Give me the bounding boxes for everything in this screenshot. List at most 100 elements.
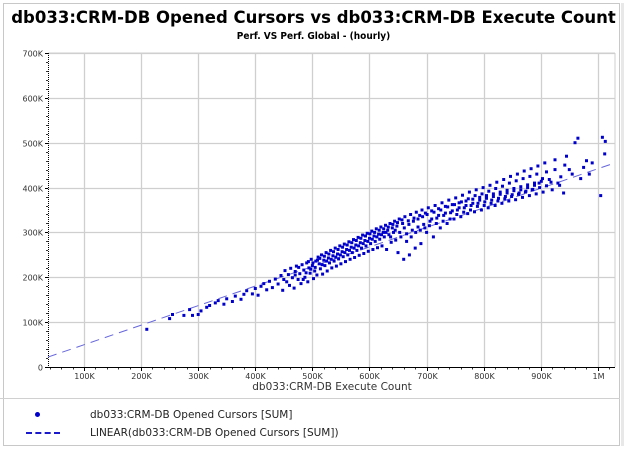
data-point bbox=[301, 278, 305, 281]
data-point bbox=[402, 226, 406, 230]
data-point bbox=[420, 208, 424, 212]
data-point bbox=[361, 233, 365, 237]
data-point bbox=[188, 308, 192, 312]
data-point bbox=[454, 196, 458, 200]
data-point bbox=[466, 197, 470, 201]
legend: db033:CRM-DB Opened Cursors [SUM] LINEAR… bbox=[0, 398, 620, 447]
data-point bbox=[384, 223, 387, 227]
data-point bbox=[273, 277, 277, 281]
data-point bbox=[340, 250, 344, 254]
data-point bbox=[493, 204, 497, 207]
data-point bbox=[496, 199, 500, 203]
data-point bbox=[452, 217, 456, 221]
data-point bbox=[338, 244, 342, 248]
data-point bbox=[294, 264, 298, 268]
data-point bbox=[396, 251, 400, 255]
data-point bbox=[521, 195, 524, 199]
data-point bbox=[478, 198, 482, 202]
data-point bbox=[482, 204, 486, 207]
data-point bbox=[457, 206, 461, 210]
data-point bbox=[491, 192, 495, 196]
data-point bbox=[361, 242, 365, 246]
data-point bbox=[265, 288, 269, 292]
data-point bbox=[443, 204, 447, 208]
x-tick-label: 700K bbox=[417, 372, 438, 381]
data-point bbox=[306, 280, 310, 284]
x-axis-label: db033:CRM-DB Execute Count bbox=[252, 381, 412, 393]
grid-lines bbox=[48, 52, 616, 367]
data-point bbox=[303, 275, 307, 279]
data-point bbox=[526, 183, 530, 187]
data-point bbox=[537, 181, 541, 185]
data-point bbox=[382, 227, 386, 231]
chart-subtitle: Perf. VS Perf. Global - (hourly) bbox=[236, 31, 391, 42]
data-point bbox=[334, 255, 338, 259]
data-point bbox=[354, 239, 358, 242]
data-point bbox=[587, 172, 591, 176]
x-tick-labels: 100K 200K 300K 400K 500K 600K 700K 800K 900K 1M bbox=[74, 372, 604, 381]
data-point bbox=[409, 235, 413, 239]
data-point bbox=[462, 206, 466, 210]
data-point bbox=[433, 204, 437, 207]
data-point bbox=[405, 239, 409, 243]
data-point bbox=[485, 196, 488, 200]
data-point bbox=[543, 161, 547, 165]
data-point bbox=[270, 286, 274, 290]
data-point bbox=[510, 193, 514, 197]
data-point bbox=[439, 208, 443, 212]
data-point bbox=[262, 282, 266, 286]
data-point bbox=[311, 261, 315, 265]
data-point bbox=[469, 204, 473, 207]
data-point bbox=[290, 276, 294, 280]
data-point bbox=[256, 293, 260, 297]
data-point bbox=[412, 216, 416, 220]
data-point bbox=[369, 242, 373, 246]
data-point bbox=[553, 158, 557, 162]
data-point bbox=[389, 235, 393, 239]
data-point bbox=[464, 204, 468, 207]
data-point bbox=[372, 234, 376, 238]
data-point bbox=[479, 208, 483, 212]
data-point bbox=[363, 239, 367, 242]
data-point bbox=[352, 238, 355, 242]
data-point bbox=[370, 237, 374, 241]
data-point bbox=[316, 258, 319, 262]
data-point bbox=[476, 201, 480, 205]
data-point bbox=[213, 301, 217, 305]
data-point bbox=[341, 255, 345, 259]
data-point bbox=[339, 262, 343, 266]
x-tick-label: 200K bbox=[131, 372, 152, 381]
trend-line-layer bbox=[47, 162, 616, 358]
data-point bbox=[464, 199, 468, 203]
y-tick-label: 200K bbox=[22, 274, 43, 283]
data-point bbox=[539, 179, 543, 183]
data-point bbox=[549, 180, 553, 184]
data-point bbox=[336, 248, 340, 251]
data-point bbox=[437, 213, 441, 217]
data-point bbox=[393, 228, 397, 232]
data-point bbox=[485, 194, 488, 198]
data-point bbox=[403, 215, 407, 219]
data-point bbox=[487, 189, 491, 193]
data-point bbox=[355, 248, 359, 252]
data-point bbox=[377, 228, 381, 232]
data-point bbox=[296, 278, 300, 281]
data-point bbox=[376, 246, 379, 250]
data-point bbox=[386, 228, 390, 232]
data-point bbox=[407, 253, 411, 257]
data-point bbox=[397, 217, 401, 221]
data-point bbox=[409, 213, 413, 216]
data-point bbox=[389, 240, 393, 244]
data-point bbox=[279, 274, 283, 277]
x-tick-label: 300K bbox=[188, 372, 209, 381]
data-point bbox=[478, 195, 482, 199]
chart-frame bbox=[3, 3, 620, 446]
data-point bbox=[411, 219, 415, 223]
data-point bbox=[471, 201, 475, 205]
legend-item-points: db033:CRM-DB Opened Cursors [SUM] bbox=[28, 407, 292, 423]
data-point bbox=[329, 257, 333, 261]
data-point bbox=[418, 228, 422, 232]
data-point bbox=[545, 170, 548, 174]
data-point bbox=[498, 192, 502, 196]
data-point bbox=[305, 261, 309, 265]
